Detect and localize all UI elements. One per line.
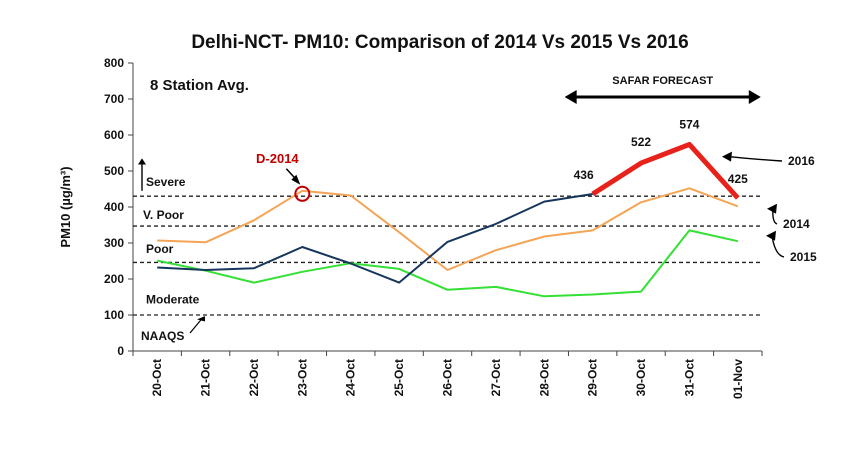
x-tick-label: 23-Oct xyxy=(295,359,309,396)
series-2015-line xyxy=(156,229,739,298)
legend-arrow xyxy=(727,155,783,162)
chart-subtitle: 8 Station Avg. xyxy=(150,77,249,94)
x-tick-label: 27-Oct xyxy=(489,359,503,396)
y-tick-label: 800 xyxy=(104,56,124,70)
x-tick-label: 21-Oct xyxy=(199,359,213,396)
x-tick-label: 25-Oct xyxy=(392,359,406,396)
band-labels: Severe V. Poor Poor Moderate NAAQS xyxy=(138,158,205,343)
d2014-marker xyxy=(294,185,311,202)
x-tick-label: 26-Oct xyxy=(441,359,455,396)
legend-arrow-head xyxy=(722,151,732,162)
series-2016-line xyxy=(157,193,593,284)
reference-lines xyxy=(133,195,762,316)
naaqs-arrow xyxy=(189,318,203,334)
severe-arrow-head xyxy=(138,158,146,165)
d2014-label: D-2014 xyxy=(256,151,299,166)
x-tick-label: 24-Oct xyxy=(344,359,358,396)
x-tick-label: 30-Oct xyxy=(634,359,648,396)
band-label-severe: Severe xyxy=(146,175,186,189)
band-label-moderate: Moderate xyxy=(146,293,200,307)
band-label-naaqs: NAAQS xyxy=(141,329,184,343)
data-label: 436 xyxy=(574,168,594,182)
x-tick-label: 28-Oct xyxy=(537,359,551,396)
legend-arrow-head xyxy=(766,230,776,241)
series-2014-line xyxy=(157,187,739,271)
x-tick-label: 31-Oct xyxy=(682,359,696,396)
y-axis-label: PM10 (µg/m³) xyxy=(58,166,73,247)
series-lines xyxy=(156,141,740,298)
legend-arrow-head xyxy=(767,203,777,214)
x-tick-label: 20-Oct xyxy=(150,359,164,396)
legend: 2016 2014 2015 xyxy=(722,151,817,264)
y-tick-label: 200 xyxy=(104,272,124,286)
d2014-arrow-head xyxy=(291,174,301,185)
y-tick-label: 600 xyxy=(104,128,124,142)
forecast-arrow-head-left xyxy=(564,90,577,104)
y-tick-label: 400 xyxy=(104,200,124,214)
legend-label-2014: 2014 xyxy=(783,217,810,231)
naaqs-arrow-head xyxy=(197,316,205,322)
band-label-vpoor: V. Poor xyxy=(143,208,184,222)
forecast-arrow-head-right xyxy=(748,90,761,104)
forecast-label: SAFAR FORECAST xyxy=(612,75,713,87)
chart-title: Delhi-NCT- PM10: Comparison of 2014 Vs 2… xyxy=(191,32,688,53)
x-tick-label: 22-Oct xyxy=(247,359,261,396)
legend-label-2016: 2016 xyxy=(788,154,815,168)
y-tick-label: 300 xyxy=(104,236,124,250)
x-tick-label: 01-Nov xyxy=(731,359,745,399)
legend-label-2015: 2015 xyxy=(790,250,817,264)
y-tick-label: 0 xyxy=(117,344,124,358)
y-tick-label: 100 xyxy=(104,308,124,322)
x-tick-label: 29-Oct xyxy=(586,359,600,396)
annotations: D-2014 SAFAR FORECAST xyxy=(256,75,761,202)
y-tick-label: 500 xyxy=(104,164,124,178)
data-label: 574 xyxy=(679,117,699,131)
data-labels: 436 522 574 425 xyxy=(574,117,749,186)
axes: 0 100 200 300 400 500 600 700 800 20-Oct 21-Oct 22-… xyxy=(104,56,763,399)
data-label: 425 xyxy=(728,172,748,186)
y-tick-label: 700 xyxy=(104,92,124,106)
series-2016-forecast-line xyxy=(591,141,740,200)
data-label: 522 xyxy=(631,135,651,149)
band-label-poor: Poor xyxy=(146,242,174,256)
